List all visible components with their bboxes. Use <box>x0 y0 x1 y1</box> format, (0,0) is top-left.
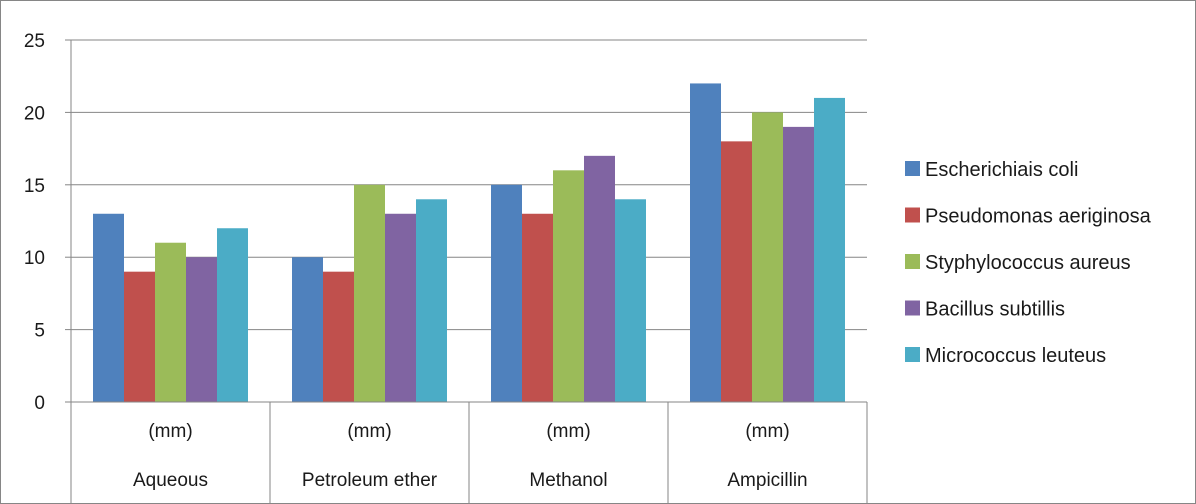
category-unit-label: (mm) <box>148 421 192 442</box>
bar <box>354 184 385 402</box>
legend-entry: Bacillus subtillis <box>925 299 1065 321</box>
legend: Escherichiais coli Pseudomonas aeriginosa… <box>905 159 1152 367</box>
category-label: Aqueous <box>133 470 208 491</box>
legend-swatch <box>905 300 920 316</box>
bar <box>721 141 752 403</box>
legend-entry: Micrococcus leuteus <box>925 345 1106 367</box>
bar <box>615 199 646 402</box>
category-label: Ampicillin <box>727 470 807 491</box>
legend-swatch <box>905 161 920 176</box>
bar <box>124 271 155 402</box>
y-tick-label: 10 <box>24 248 45 269</box>
category-label: Petroleum ether <box>302 470 438 491</box>
bar <box>186 257 217 402</box>
y-tick-label: 0 <box>34 393 45 414</box>
bar <box>752 112 783 403</box>
bar <box>217 228 248 402</box>
bars <box>93 83 845 403</box>
bar <box>522 213 553 402</box>
legend-swatch <box>905 207 920 223</box>
y-tick-label: 25 <box>24 31 45 52</box>
bar <box>783 126 814 402</box>
bar <box>553 170 584 402</box>
legend-swatch <box>905 254 920 269</box>
bar <box>416 199 447 402</box>
bar <box>491 184 522 402</box>
bar <box>292 257 323 402</box>
category-unit-label: (mm) <box>546 421 590 442</box>
legend-entry: Escherichiais coli <box>925 159 1078 181</box>
legend-entry: Styphylococcus aureus <box>925 252 1131 274</box>
bar <box>385 213 416 402</box>
y-tick-label: 20 <box>24 103 45 124</box>
bar <box>93 213 124 402</box>
bar <box>814 97 845 403</box>
legend-entry: Pseudomonas aeriginosa <box>925 206 1152 228</box>
category-unit-label: (mm) <box>745 421 789 442</box>
category-unit-label: (mm) <box>347 421 391 442</box>
bar <box>584 155 615 402</box>
y-tick-label: 5 <box>34 321 45 342</box>
category-label: Methanol <box>529 470 607 491</box>
bar <box>323 271 354 402</box>
y-tick-label: 15 <box>24 176 45 197</box>
bar <box>690 83 721 402</box>
legend-swatch <box>905 347 920 362</box>
bar <box>155 242 186 402</box>
axes: 0 5 10 15 20 25 (mm) Aqueous (mm) Petroleum ether… <box>24 31 868 504</box>
